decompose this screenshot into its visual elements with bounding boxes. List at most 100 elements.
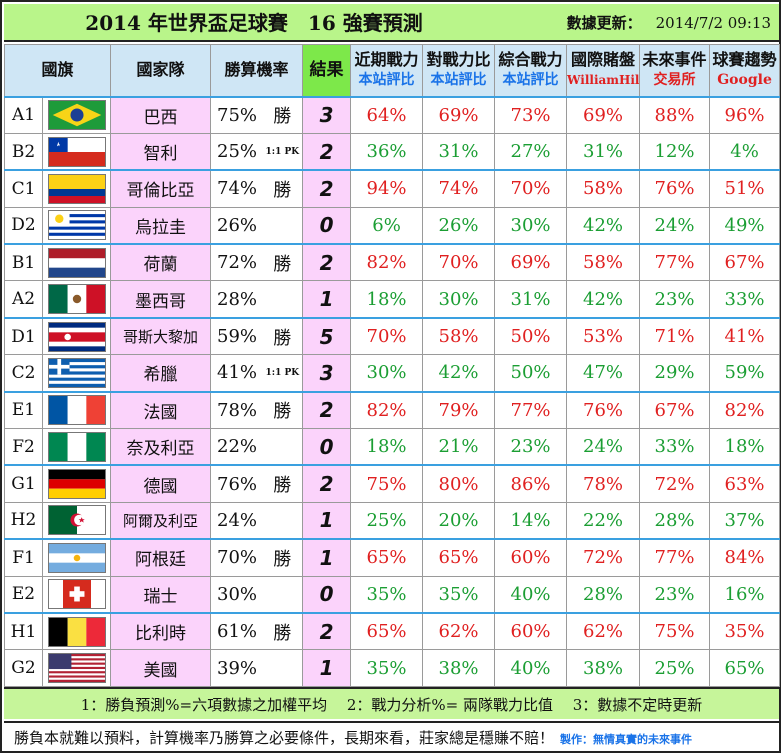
stat-trend: 82% — [709, 390, 781, 430]
belgium-flag-icon — [47, 616, 106, 647]
stat-recent: 18% — [350, 428, 424, 466]
win-mark: 1:1 PK — [262, 354, 304, 393]
header-result: 結果 — [302, 44, 352, 97]
stat-overall: 30% — [494, 206, 568, 245]
win-probability: 78% — [210, 390, 263, 430]
header-overall: 綜合戰力 本站評比 — [494, 44, 568, 97]
match-score: 3 — [302, 354, 352, 393]
stat-h2h: 20% — [422, 501, 496, 540]
flag-cell — [41, 316, 112, 356]
update-label: 數據更新： — [566, 14, 642, 32]
stat-betting: 28% — [566, 575, 641, 614]
stat-betting: 53% — [566, 316, 641, 356]
win-mark: 勝 — [262, 538, 304, 577]
header-recent-sub: 本站評比 — [358, 72, 415, 89]
team-name: 德國 — [110, 464, 212, 503]
team-name: 奈及利亞 — [110, 428, 212, 466]
table-row: B2 智利 25% 1:1 PK 2 36% 31% 27% 31% 12% 4% — [4, 132, 781, 171]
group-code: A2 — [4, 280, 43, 319]
header-trend: 球賽趨勢 Google — [709, 44, 781, 97]
stat-future: 88% — [639, 95, 711, 134]
flag-cell — [41, 649, 112, 688]
stat-h2h: 58% — [422, 316, 496, 356]
header-betting: 國際賭盤 WilliamHill — [566, 44, 641, 97]
stat-overall: 77% — [494, 390, 568, 430]
france-flag-icon — [47, 395, 106, 426]
table-row: C1 哥倫比亞 74% 勝 2 94% 74% 70% 58% 76% 51% — [4, 169, 781, 208]
header-h2h-sub: 本站評比 — [430, 72, 487, 89]
win-mark — [262, 649, 304, 688]
flag-cell — [41, 132, 112, 171]
match-score: 2 — [302, 390, 352, 430]
team-name: 荷蘭 — [110, 243, 212, 282]
group-code: D1 — [4, 316, 43, 356]
header-trend-label: 球賽趨勢 — [712, 50, 777, 70]
stat-future: 76% — [639, 169, 711, 208]
stat-trend: 41% — [709, 316, 781, 356]
stat-trend: 35% — [709, 611, 781, 651]
header-future-sub: 交易所 — [653, 72, 696, 89]
stat-recent: 64% — [350, 95, 424, 134]
stat-h2h: 74% — [422, 169, 496, 208]
footer-credit: 製作：無情真實的未來事件 — [560, 733, 693, 746]
win-probability: 24% — [210, 501, 263, 540]
match-score: 2 — [302, 169, 352, 208]
stat-recent: 30% — [350, 354, 424, 393]
stat-future: 12% — [639, 132, 711, 171]
mexico-flag-icon — [47, 284, 106, 315]
table-row: F1 阿根廷 70% 勝 1 65% 65% 60% 72% 77% 84% — [4, 538, 781, 577]
win-mark: 勝 — [262, 464, 304, 503]
uruguay-flag-icon — [47, 210, 106, 241]
stat-trend: 63% — [709, 464, 781, 503]
stat-future: 28% — [639, 501, 711, 540]
nigeria-flag-icon — [47, 431, 106, 462]
match-score: 5 — [302, 316, 352, 356]
flag-cell — [41, 501, 112, 540]
table-row: G1 德國 76% 勝 2 75% 80% 86% 78% 72% 63% — [4, 464, 781, 503]
stat-trend: 96% — [709, 95, 781, 134]
flag-cell — [41, 390, 112, 430]
argentina-flag-icon — [47, 542, 106, 573]
stat-future: 77% — [639, 243, 711, 282]
team-name: 瑞士 — [110, 575, 212, 614]
header-betting-label: 國際賭盤 — [571, 50, 636, 70]
stat-future: 29% — [639, 354, 711, 393]
match-score: 2 — [302, 464, 352, 503]
flag-cell — [41, 428, 112, 466]
stat-betting: 47% — [566, 354, 641, 393]
footer-disclaimer-bar: 勝負本就難以預料，計算機率乃勝算之必要條件，長期來看，莊家總是穩賺不賠！ 製作：無… — [4, 721, 779, 751]
table-row: F2 奈及利亞 22% 0 18% 21% 23% 24% 33% 18% — [4, 428, 781, 466]
win-mark — [262, 501, 304, 540]
stat-h2h: 26% — [422, 206, 496, 245]
header-recent-label: 近期戰力 — [354, 50, 419, 70]
stat-overall: 23% — [494, 428, 568, 466]
team-name: 哥倫比亞 — [110, 169, 212, 208]
stat-h2h: 69% — [422, 95, 496, 134]
group-code: B1 — [4, 243, 43, 282]
match-score: 2 — [302, 243, 352, 282]
stat-betting: 24% — [566, 428, 641, 466]
team-name: 比利時 — [110, 611, 212, 651]
group-code: E1 — [4, 390, 43, 430]
win-probability: 61% — [210, 611, 263, 651]
stat-recent: 35% — [350, 649, 424, 688]
stat-betting: 58% — [566, 169, 641, 208]
stat-overall: 60% — [494, 611, 568, 651]
win-probability: 28% — [210, 280, 263, 319]
table-row: G2 美國 39% 1 35% 38% 40% 38% 25% 65% — [4, 649, 781, 688]
group-code: H2 — [4, 501, 43, 540]
table-row: A1 巴西 75% 勝 3 64% 69% 73% 69% 88% 96% — [4, 95, 781, 134]
flag-cell — [41, 538, 112, 577]
header-team: 國家隊 — [110, 44, 212, 97]
flag-cell — [41, 611, 112, 651]
stat-h2h: 30% — [422, 280, 496, 319]
table-row: D2 烏拉圭 26% 0 6% 26% 30% 42% 24% 49% — [4, 206, 781, 245]
match-score: 1 — [302, 280, 352, 319]
update-info: 數據更新： 2014/7/2 09:13 — [567, 4, 771, 42]
stat-h2h: 38% — [422, 649, 496, 688]
win-mark: 勝 — [262, 316, 304, 356]
flag-cell — [41, 354, 112, 393]
stat-betting: 42% — [566, 280, 641, 319]
win-probability: 72% — [210, 243, 263, 282]
